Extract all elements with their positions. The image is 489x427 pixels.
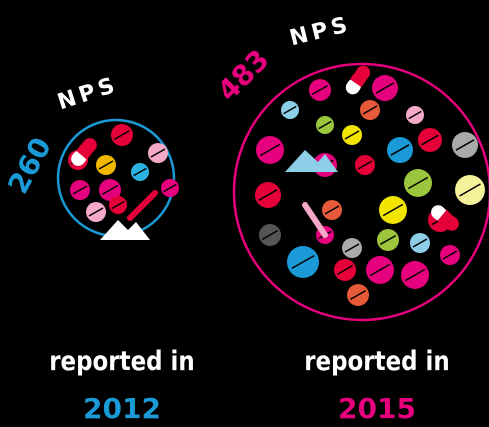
pill [163,183,177,193]
pill [111,200,125,210]
pill [379,234,397,246]
pill [285,150,338,172]
pill [88,207,104,217]
pill [408,110,422,120]
pill [283,105,297,115]
capsule-half [349,72,367,88]
capsule [71,138,97,166]
pill [412,238,428,248]
pill [318,120,332,130]
pill [98,160,114,170]
pill [455,139,475,151]
pill [261,229,279,241]
pill [407,176,429,190]
capsule [345,65,371,95]
pill [369,263,391,277]
pill [349,289,367,301]
pill [344,130,360,140]
pill [101,184,119,196]
capsule-half [76,144,92,160]
pill [113,129,131,141]
pill [291,254,315,270]
pill [133,167,147,177]
pill [336,264,354,276]
pill [127,190,158,221]
large-circle [232,62,489,322]
pill [404,268,426,282]
caption-2015: reported in [304,345,450,376]
pill [382,203,404,217]
pill [150,148,166,158]
pill [259,143,281,157]
pill [459,183,481,197]
pill [442,250,458,260]
pill [375,82,395,94]
year-2015: 2015 [338,392,416,425]
pill [302,202,328,238]
capsule-half [437,210,453,226]
pill [258,189,278,201]
year-2012: 2012 [83,392,161,425]
pill [311,84,329,96]
pill [357,160,373,170]
pill [324,205,340,215]
caption-2012: reported in [49,345,195,376]
pill [344,243,360,253]
capsule [431,205,459,231]
pill [362,105,378,115]
pills [68,65,485,306]
pill [390,144,410,156]
pill [72,185,88,195]
pill [421,134,439,146]
pill [100,220,150,240]
